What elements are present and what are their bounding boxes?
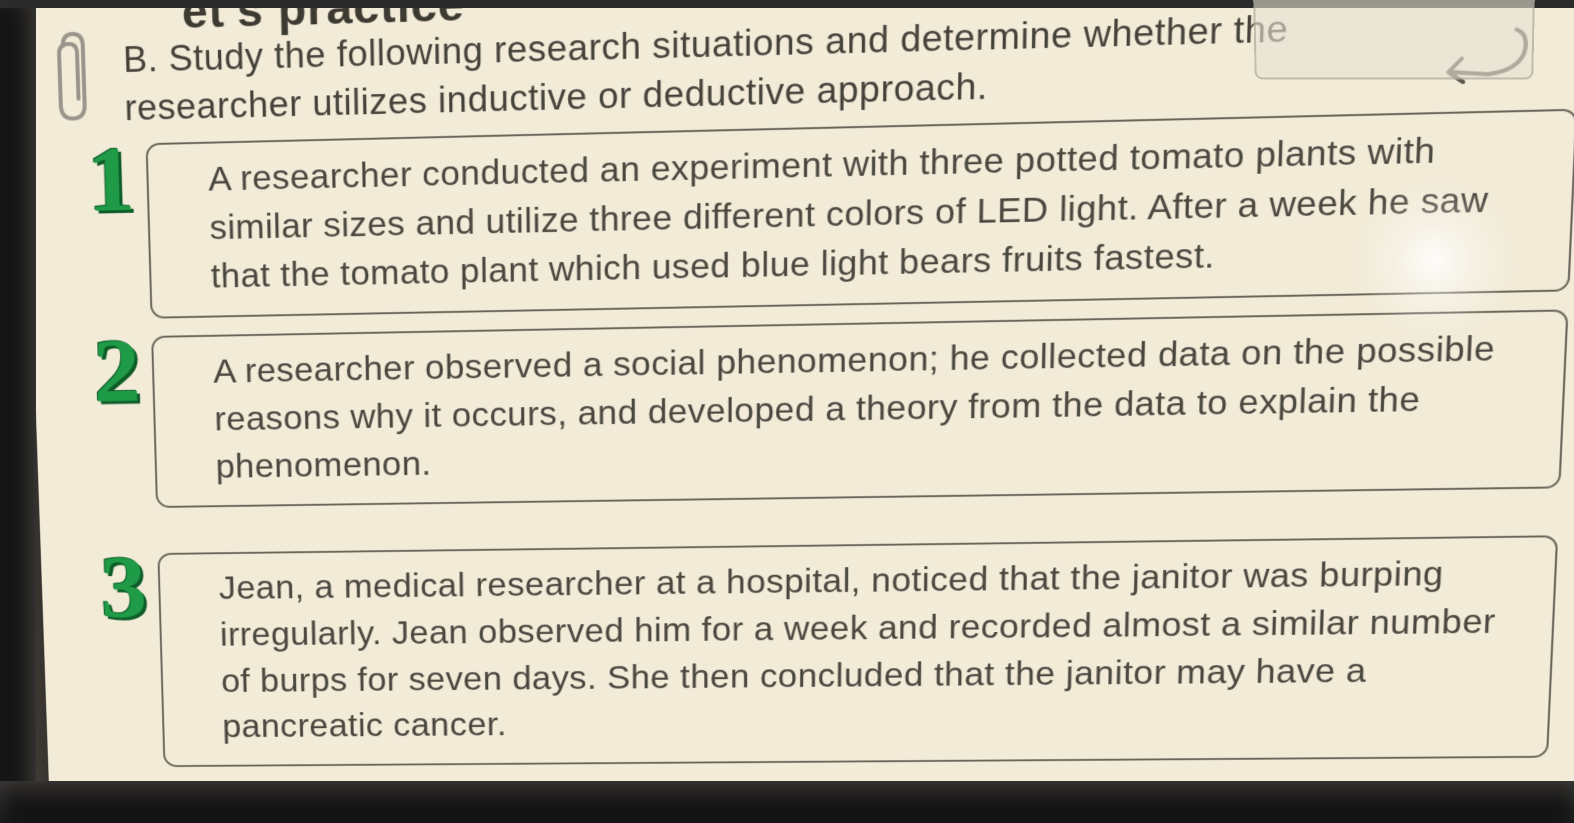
corner-label-tag	[1253, 0, 1535, 79]
worksheet-page: et's practice B. Study the following res…	[20, 0, 1574, 809]
item-text-2: A researcher observed a social phenomeno…	[151, 310, 1568, 509]
question-item-2: 2 A researcher observed a social phenome…	[112, 309, 1574, 509]
frame-border-left	[0, 0, 36, 823]
item-text-1: A researcher conducted an experiment wit…	[146, 109, 1574, 319]
item-number-1: 1	[86, 132, 136, 227]
instruction-label: B.	[123, 39, 159, 80]
frame-border-bottom	[0, 781, 1574, 823]
item-number-3: 3	[99, 542, 148, 632]
question-item-3: 3 Jean, a medical researcher at a hospit…	[118, 535, 1574, 767]
item-number-2: 2	[92, 325, 142, 417]
item-text-3: Jean, a medical researcher at a hospital…	[157, 536, 1558, 768]
paperclip-icon	[50, 27, 93, 126]
question-item-1: 1 A researcher conducted an experiment w…	[106, 108, 1574, 319]
